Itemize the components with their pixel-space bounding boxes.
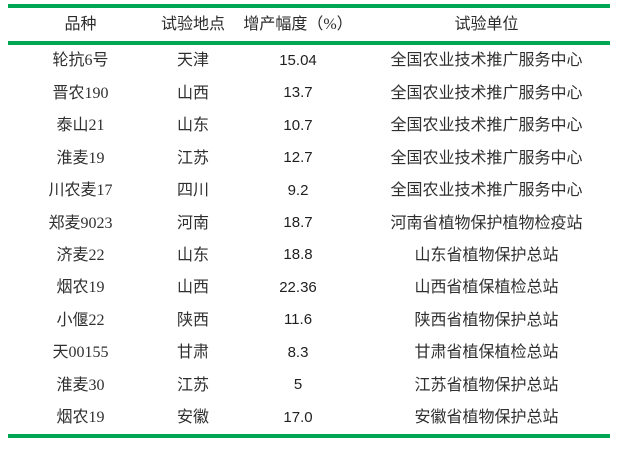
cell-location: 四川 [176, 182, 209, 200]
results-table: 品种 试验地点 增产幅度（%） 试验单位 轮抗6号 天津 15.04 全国农业技术推广… [8, 4, 610, 438]
cell-unit: 全国农业技术推广服务中心 [390, 52, 583, 70]
cell-increase: 10.7 [283, 116, 313, 134]
table-row: 淮麦19 江苏 12.7 全国农业技术推广服务中心 [8, 142, 610, 174]
cell-location: 甘肃 [176, 344, 209, 362]
cell-variety: 轮抗6号 [52, 52, 109, 70]
cell-location: 安徽 [176, 409, 209, 427]
cell-variety: 小偃22 [56, 311, 105, 329]
cell-unit: 河南省植物保护植物检疫站 [390, 214, 583, 232]
cell-increase: 22.36 [279, 278, 317, 296]
table-row: 小偃22 陕西 11.6 陕西省植物保护总站 [8, 304, 610, 336]
cell-increase: 9.2 [287, 181, 309, 199]
cell-variety: 淮麦19 [56, 149, 105, 167]
cell-unit: 全国农业技术推广服务中心 [390, 117, 583, 135]
cell-increase: 13.7 [283, 84, 313, 102]
cell-variety: 济麦22 [56, 246, 105, 264]
cell-location: 江苏 [176, 376, 209, 394]
table-row: 天00155 甘肃 8.3 甘肃省植保植检总站 [8, 337, 610, 369]
table-row: 烟农19 山西 22.36 山西省植保植检总站 [8, 272, 610, 304]
table-row: 泰山21 山东 10.7 全国农业技术推广服务中心 [8, 110, 610, 142]
cell-location: 天津 [176, 52, 209, 70]
column-header-increase: 增产幅度（%） [243, 15, 353, 33]
table-row: 轮抗6号 天津 15.04 全国农业技术推广服务中心 [8, 45, 610, 77]
cell-increase: 11.6 [283, 311, 313, 329]
cell-increase: 8.3 [287, 343, 309, 361]
table-row: 济麦22 山东 18.8 山东省植物保护总站 [8, 240, 610, 272]
cell-unit: 江苏省植物保护总站 [414, 376, 559, 394]
table-header-row: 品种 试验地点 增产幅度（%） 试验单位 [8, 8, 610, 41]
cell-increase: 15.04 [279, 51, 317, 69]
cell-increase: 18.8 [283, 246, 313, 264]
column-header-unit: 试验单位 [454, 15, 519, 33]
table-row: 郑麦9023 河南 18.7 河南省植物保护植物检疫站 [8, 207, 610, 239]
cell-variety: 烟农19 [56, 409, 105, 427]
cell-variety: 淮麦30 [56, 376, 105, 394]
cell-unit: 全国农业技术推广服务中心 [390, 84, 583, 102]
cell-location: 山西 [176, 84, 209, 102]
cell-location: 山东 [176, 117, 209, 135]
cell-increase: 18.7 [283, 214, 313, 232]
table-row: 晋农190 山西 13.7 全国农业技术推广服务中心 [8, 77, 610, 109]
column-header-variety: 品种 [64, 15, 97, 33]
cell-location: 山东 [176, 246, 209, 264]
cell-variety: 泰山21 [56, 117, 105, 135]
table-bottom-rule [8, 434, 610, 438]
table-header-rule [8, 41, 610, 45]
cell-variety: 郑麦9023 [48, 214, 113, 232]
cell-unit: 安徽省植物保护总站 [414, 409, 559, 427]
cell-location: 山西 [176, 279, 209, 297]
cell-location: 陕西 [176, 311, 209, 329]
cell-unit: 全国农业技术推广服务中心 [390, 149, 583, 167]
table-top-rule [8, 4, 610, 8]
cell-variety: 天00155 [52, 344, 109, 362]
table-row: 烟农19 安徽 17.0 安徽省植物保护总站 [8, 402, 610, 434]
cell-unit: 山西省植保植检总站 [414, 279, 559, 297]
cell-variety: 川农麦17 [48, 182, 113, 200]
cell-unit: 山东省植物保护总站 [414, 246, 559, 264]
cell-location: 河南 [176, 214, 209, 232]
cell-variety: 烟农19 [56, 279, 105, 297]
table-row: 川农麦17 四川 9.2 全国农业技术推广服务中心 [8, 175, 610, 207]
cell-unit: 陕西省植物保护总站 [414, 311, 559, 329]
cell-unit: 甘肃省植保植检总站 [414, 344, 559, 362]
cell-unit: 全国农业技术推广服务中心 [390, 182, 583, 200]
table-body: 轮抗6号 天津 15.04 全国农业技术推广服务中心 晋农190 山西 13.7 全国农业技术… [8, 45, 610, 434]
cell-increase: 5 [293, 376, 303, 394]
cell-increase: 17.0 [283, 408, 313, 426]
cell-variety: 晋农190 [52, 84, 109, 102]
cell-increase: 12.7 [283, 149, 313, 167]
cell-location: 江苏 [176, 149, 209, 167]
table-row: 淮麦30 江苏 5 江苏省植物保护总站 [8, 369, 610, 401]
column-header-location: 试验地点 [160, 15, 225, 33]
